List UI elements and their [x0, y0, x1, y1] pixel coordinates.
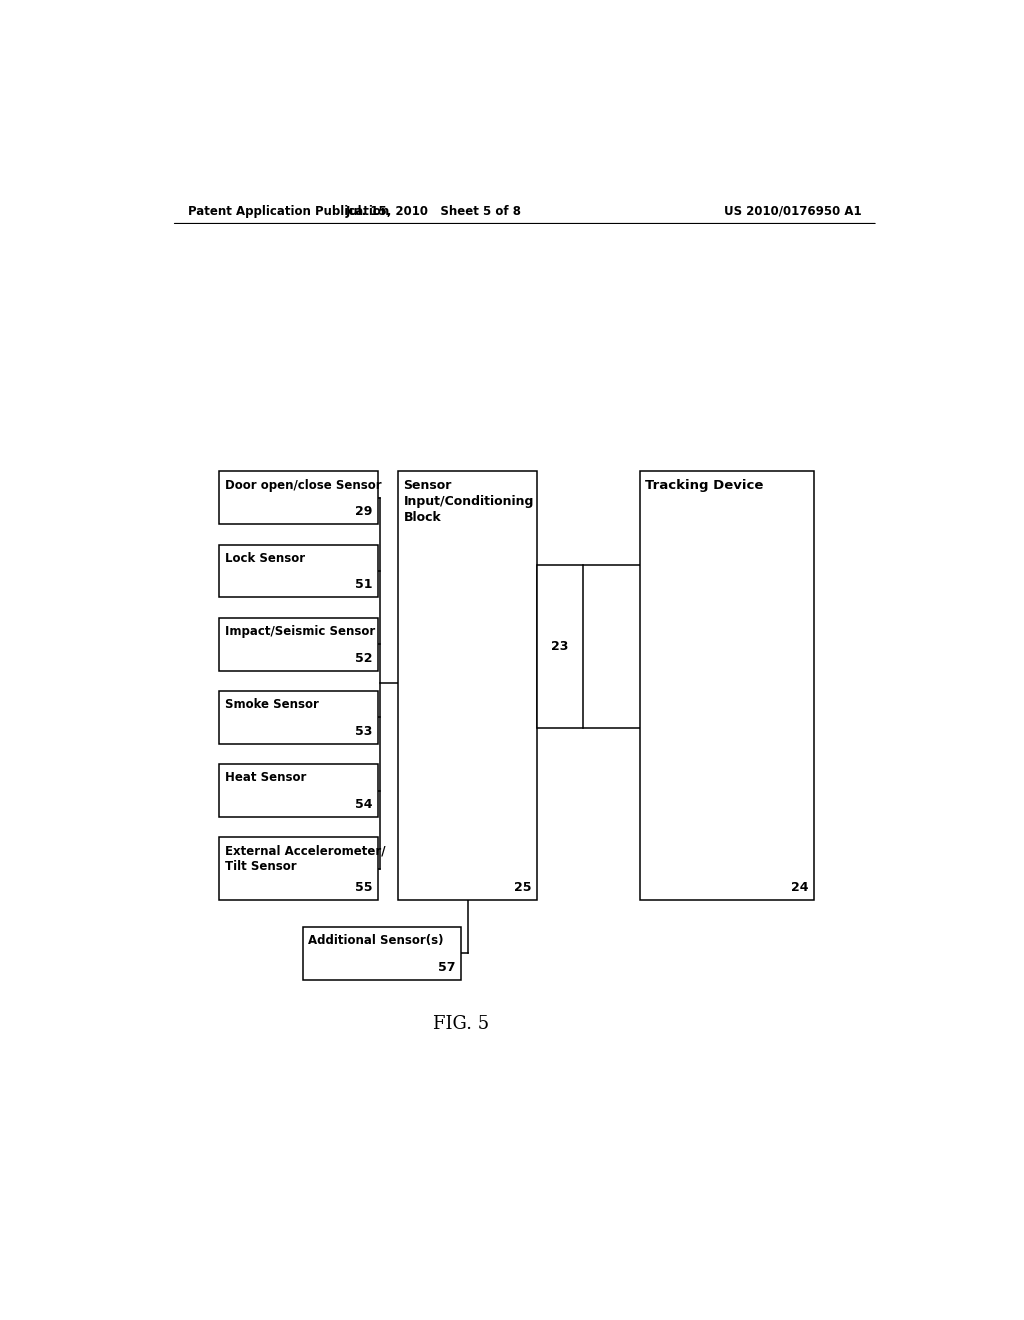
Text: Smoke Sensor: Smoke Sensor [225, 698, 318, 711]
FancyBboxPatch shape [219, 471, 378, 524]
Text: 57: 57 [438, 961, 456, 974]
FancyBboxPatch shape [219, 837, 378, 900]
Text: 53: 53 [355, 725, 373, 738]
FancyBboxPatch shape [303, 927, 462, 979]
Text: 52: 52 [355, 652, 373, 664]
Text: 24: 24 [792, 882, 809, 894]
Text: Additional Sensor(s): Additional Sensor(s) [308, 935, 443, 946]
Text: Sensor
Input/Conditioning
Block: Sensor Input/Conditioning Block [403, 479, 534, 524]
FancyBboxPatch shape [219, 618, 378, 671]
Text: Jul. 15, 2010   Sheet 5 of 8: Jul. 15, 2010 Sheet 5 of 8 [345, 205, 521, 218]
FancyBboxPatch shape [397, 471, 537, 900]
Text: Lock Sensor: Lock Sensor [225, 552, 305, 565]
Text: Tracking Device: Tracking Device [645, 479, 764, 491]
Text: Door open/close Sensor: Door open/close Sensor [225, 479, 382, 491]
Text: 54: 54 [355, 797, 373, 810]
Text: 55: 55 [355, 882, 373, 894]
Text: Impact/Seismic Sensor: Impact/Seismic Sensor [225, 624, 375, 638]
Text: FIG. 5: FIG. 5 [433, 1015, 489, 1034]
Text: US 2010/0176950 A1: US 2010/0176950 A1 [724, 205, 862, 218]
FancyBboxPatch shape [219, 764, 378, 817]
Text: Heat Sensor: Heat Sensor [225, 771, 306, 784]
Text: Patent Application Publication: Patent Application Publication [187, 205, 389, 218]
Text: 25: 25 [514, 882, 531, 894]
FancyBboxPatch shape [640, 471, 814, 900]
Text: 51: 51 [355, 578, 373, 591]
FancyBboxPatch shape [219, 690, 378, 744]
Text: 29: 29 [355, 506, 373, 519]
FancyBboxPatch shape [219, 545, 378, 598]
FancyBboxPatch shape [537, 565, 583, 727]
Text: External Accelerometer/
Tilt Sensor: External Accelerometer/ Tilt Sensor [225, 845, 385, 874]
Text: 23: 23 [551, 640, 568, 653]
